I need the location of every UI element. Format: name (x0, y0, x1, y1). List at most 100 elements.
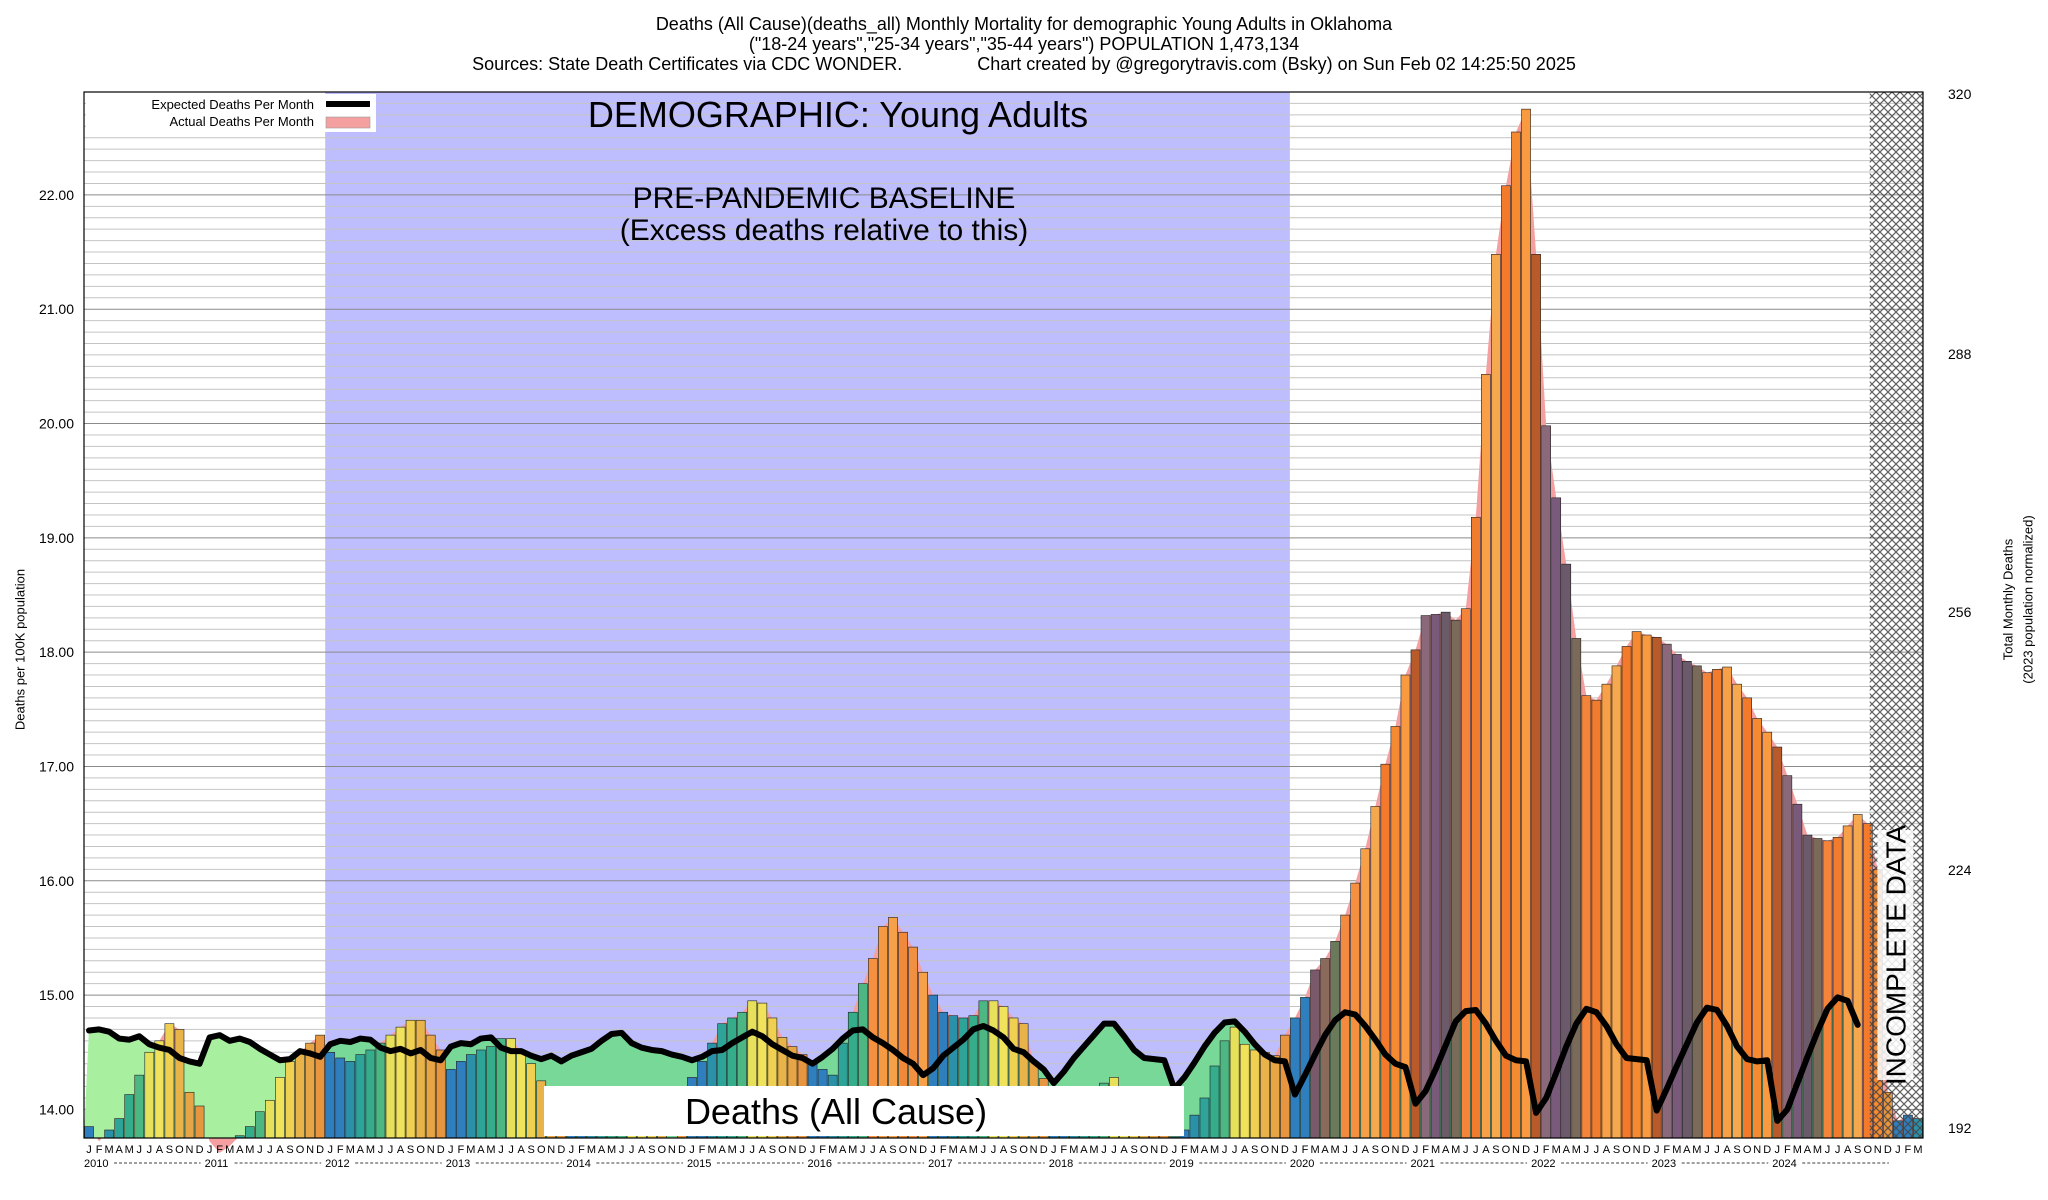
incomplete-label-box (1877, 830, 1914, 1080)
month-tick-label: A (236, 1144, 244, 1156)
month-tick-label: J (448, 1144, 454, 1156)
month-tick-label: J (1704, 1144, 1710, 1156)
actual-bar (1822, 840, 1833, 1139)
expected-line-layer (86, 994, 1861, 1124)
actual-bar (405, 1019, 416, 1139)
month-tick-label: J (1835, 1144, 1841, 1156)
month-tick-label: J (1222, 1144, 1228, 1156)
actual-bar (1732, 683, 1742, 1139)
month-tick-label: N (1030, 1144, 1038, 1156)
month-tick-label: J (860, 1144, 866, 1156)
month-tick-label: A (1442, 1144, 1450, 1156)
month-tick-label: F (337, 1144, 344, 1156)
actual-bar (1229, 1026, 1240, 1139)
month-tick-label: N (788, 1144, 796, 1156)
month-tick-label: S (1372, 1144, 1379, 1156)
year-tick-label: 2020 (1290, 1158, 1314, 1170)
legend: Expected Deaths Per Month Actual Deaths P… (86, 94, 376, 132)
month-tick-label: S (769, 1144, 776, 1156)
actual-bar (1491, 254, 1501, 1139)
month-tick-label: J (137, 1144, 143, 1156)
expected-area-early (84, 1029, 326, 1138)
actual-bar (375, 1042, 386, 1139)
month-tick-label: D (1040, 1144, 1048, 1156)
actual-bar (365, 1049, 376, 1139)
year-tick-label: 2022 (1531, 1158, 1555, 1170)
y-tick-label: 14.00 (39, 1101, 74, 1117)
month-tick-label: N (1271, 1144, 1279, 1156)
y-tick-label: 18.00 (39, 644, 74, 660)
month-tick-label: J (1654, 1144, 1660, 1156)
actual-bar (1470, 516, 1481, 1139)
month-tick-label: A (759, 1144, 767, 1156)
month-tick-label: J (498, 1144, 504, 1156)
actual-bar (275, 1077, 285, 1139)
year-tick-label: 2017 (928, 1158, 952, 1170)
actual-bar (1591, 699, 1602, 1139)
month-tick-label: J (870, 1144, 876, 1156)
month-tick-label: F (819, 1144, 826, 1156)
year-tick-label: 2014 (566, 1158, 590, 1170)
month-tick-label: M (366, 1144, 375, 1156)
actual-bar (1320, 958, 1330, 1139)
right-tick-label: 224 (1948, 862, 1972, 878)
month-tick-label: N (1633, 1144, 1641, 1156)
baseline-period-shade (325, 92, 1290, 1138)
month-tick-label: F (1302, 1144, 1309, 1156)
actual-bar (1390, 726, 1401, 1139)
month-tick-label: A (1482, 1144, 1490, 1156)
month-tick-label: A (1201, 1144, 1209, 1156)
month-tick-label: J (1775, 1144, 1781, 1156)
month-tick-label: M (245, 1144, 254, 1156)
month-tick-label: M (728, 1144, 737, 1156)
actual-bar (1189, 1114, 1200, 1139)
month-tick-label: S (407, 1144, 414, 1156)
demographic-label: DEMOGRAPHIC: Young Adults (588, 94, 1088, 135)
actual-bar (1209, 1065, 1220, 1139)
actual-bar (1651, 636, 1662, 1139)
actual-bar (124, 1094, 135, 1139)
month-tick-label: A (1241, 1144, 1249, 1156)
actual-bar (415, 1019, 426, 1139)
month-tick-label: D (1522, 1144, 1530, 1156)
actual-bar (1742, 697, 1752, 1139)
month-tick-label: J (267, 1144, 273, 1156)
actual-bar (164, 1023, 175, 1139)
month-tick-label: M (1190, 1144, 1199, 1156)
month-tick-label: M (1572, 1144, 1581, 1156)
month-tick-label: O (1260, 1144, 1269, 1156)
month-tick-label: J (508, 1144, 514, 1156)
actual-bar (255, 1111, 265, 1139)
actual-bar (526, 1063, 537, 1139)
month-tick-label: M (1089, 1144, 1098, 1156)
month-tick-label: A (1723, 1144, 1731, 1156)
month-tick-label: M (1431, 1144, 1440, 1156)
right-tick-label: 256 (1948, 604, 1972, 620)
month-tick-label: J (327, 1144, 333, 1156)
month-tick-label: A (1603, 1144, 1611, 1156)
actual-bar (134, 1074, 145, 1139)
month-tick-label: M (848, 1144, 857, 1156)
month-tick-label: J (569, 1144, 575, 1156)
month-tick-label: J (1594, 1144, 1600, 1156)
month-tick-label: M (125, 1144, 134, 1156)
actual-bar (1259, 1051, 1270, 1139)
actual-bar (1571, 638, 1582, 1139)
actual-bar (1752, 718, 1763, 1139)
month-tick-label: F (1543, 1144, 1550, 1156)
legend-actual-swatch (325, 116, 371, 129)
month-tick-label: O (1863, 1144, 1872, 1156)
actual-bar (1410, 649, 1421, 1139)
year-tick-label: 2019 (1169, 1158, 1193, 1170)
actual-bar (1682, 660, 1692, 1139)
month-tick-label: A (116, 1144, 124, 1156)
month-tick-label: N (1512, 1144, 1520, 1156)
month-tick-label: M (486, 1144, 495, 1156)
actual-bar (154, 1040, 165, 1139)
month-tick-label: D (1643, 1144, 1651, 1156)
month-tick-label: F (1060, 1144, 1067, 1156)
month-tick-label: A (357, 1144, 365, 1156)
year-tick-label: 2015 (687, 1158, 711, 1170)
month-tick-label: F (699, 1144, 706, 1156)
